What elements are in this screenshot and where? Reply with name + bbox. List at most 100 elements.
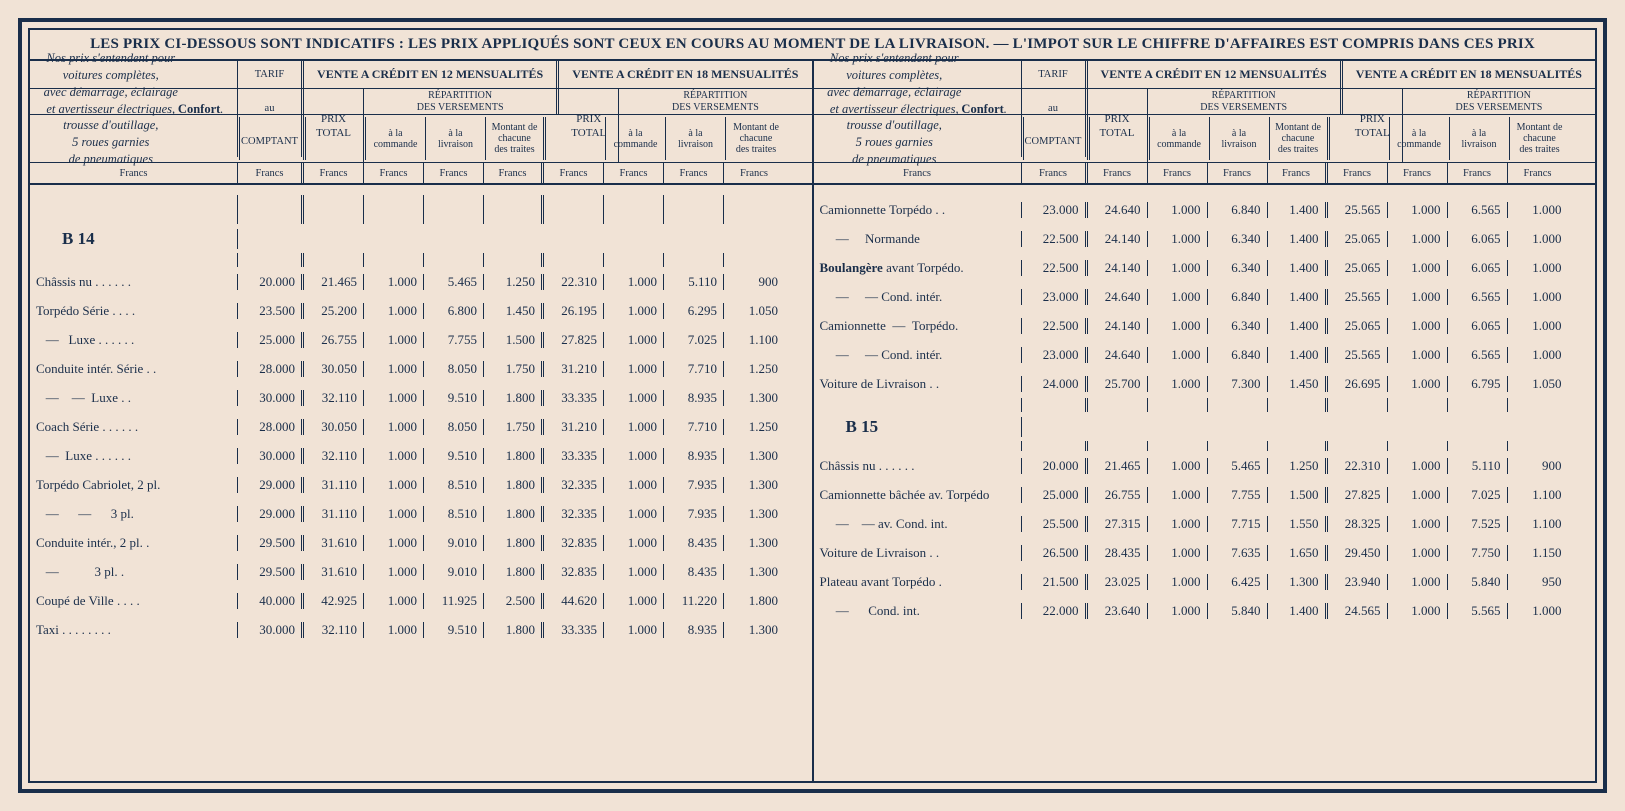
cell: 6.340 <box>1208 231 1268 247</box>
col-cmd-18: à lacommande <box>1390 117 1450 160</box>
cell: 7.935 <box>664 506 724 522</box>
cell: 21.465 <box>1088 458 1148 474</box>
cell: 1.000 <box>604 477 664 493</box>
cell: 1.000 <box>364 622 424 638</box>
table-row: Coach Série . . . . . .28.00030.0501.000… <box>30 412 812 441</box>
cell: 1.300 <box>724 506 784 522</box>
cell: 1.000 <box>1148 289 1208 305</box>
francs: Francs <box>1208 163 1268 183</box>
col-v12: VENTE A CRÉDIT EN 12 MENSUALITÉS <box>1088 61 1343 88</box>
cell: 8.050 <box>424 419 484 435</box>
cell: 1.000 <box>364 390 424 406</box>
cell: 22.310 <box>544 274 604 290</box>
cell: 8.935 <box>664 448 724 464</box>
cell: 31.610 <box>304 535 364 551</box>
panels: VENTE A CRÉDIT EN 12 MENSUALITÉS VENTE A… <box>30 61 1595 781</box>
empty-row <box>30 253 812 267</box>
row-label: — Cond. int. <box>814 603 1022 619</box>
cell: 6.840 <box>1208 347 1268 363</box>
cell: 1.000 <box>364 564 424 580</box>
cell: 1.000 <box>1388 516 1448 532</box>
cell: 33.335 <box>544 448 604 464</box>
cell: 1.000 <box>1148 202 1208 218</box>
cell: 22.310 <box>1328 458 1388 474</box>
row-label: Torpédo Cabriolet, 2 pl. <box>30 477 238 493</box>
row-label: — — Luxe . . <box>30 390 238 406</box>
cell: 44.620 <box>544 593 604 609</box>
cell: 1.800 <box>484 448 544 464</box>
empty-row <box>814 441 1596 451</box>
row-label: Camionnette — Torpédo. <box>814 318 1022 334</box>
cell-tarif: 22.500 <box>1022 260 1088 276</box>
cell: 1.000 <box>1508 231 1568 247</box>
cell: 1.000 <box>1148 231 1208 247</box>
cell: 24.640 <box>1088 289 1148 305</box>
cell: 25.065 <box>1328 318 1388 334</box>
cell: 25.565 <box>1328 202 1388 218</box>
cell: 7.025 <box>1448 487 1508 503</box>
cell: 31.110 <box>304 477 364 493</box>
col-liv-18: à lalivraison <box>666 117 726 160</box>
francs: Francs <box>424 163 484 183</box>
cell: 1.000 <box>1388 376 1448 392</box>
cell: 32.335 <box>544 506 604 522</box>
row-label: Voiture de Livraison . . <box>814 545 1022 561</box>
cell: 1.250 <box>1268 458 1328 474</box>
table-row: Torpédo Cabriolet, 2 pl.29.00031.1101.00… <box>30 470 812 499</box>
cell: 26.755 <box>304 332 364 348</box>
row-label: — Luxe . . . . . . <box>30 332 238 348</box>
cell: 900 <box>724 274 784 290</box>
cell: 1.000 <box>1388 574 1448 590</box>
cell: 5.465 <box>1208 458 1268 474</box>
cell: 24.140 <box>1088 231 1148 247</box>
row-label: Châssis nu . . . . . . <box>814 458 1022 474</box>
cell: 27.315 <box>1088 516 1148 532</box>
cell: 1.300 <box>724 448 784 464</box>
cell: 32.835 <box>544 535 604 551</box>
cell: 1.000 <box>604 622 664 638</box>
cell-tarif: 29.500 <box>238 564 304 580</box>
cell: 1.800 <box>484 622 544 638</box>
francs-desc: Francs <box>30 163 238 183</box>
table-row: — Luxe . . . . . .25.00026.7551.0007.755… <box>30 325 812 354</box>
cell: 1.000 <box>1148 260 1208 276</box>
col-mnt-18: Montant dechacunedes traites <box>726 117 786 160</box>
col-rep-18: RÉPARTITIONDES VERSEMENTS <box>1403 89 1595 114</box>
cell: 33.335 <box>544 390 604 406</box>
row-label: Boulangère avant Torpédo. <box>814 260 1022 276</box>
cell: 1.000 <box>364 419 424 435</box>
cell: 6.565 <box>1448 289 1508 305</box>
cell: 6.295 <box>664 303 724 319</box>
row-label: — — Cond. intér. <box>814 289 1022 305</box>
cell: 1.750 <box>484 419 544 435</box>
tbody-right: Camionnette Torpédo . .23.00024.6401.000… <box>814 185 1596 781</box>
cell: 5.840 <box>1448 574 1508 590</box>
cell: 1.500 <box>1268 487 1328 503</box>
cell: 24.640 <box>1088 347 1148 363</box>
cell: 1.300 <box>724 477 784 493</box>
francs: Francs <box>238 163 304 183</box>
group-heading-right: B 15 <box>814 412 1596 441</box>
cell: 1.000 <box>1388 545 1448 561</box>
cell: 1.400 <box>1268 603 1328 619</box>
row-label: — — av. Cond. int. <box>814 516 1022 532</box>
empty-row <box>814 398 1596 412</box>
col-rep-12: RÉPARTITIONDES VERSEMENTS <box>1148 89 1343 114</box>
col-v18: VENTE A CRÉDIT EN 18 MENSUALITÉS <box>1343 61 1595 88</box>
cell: 30.050 <box>304 361 364 377</box>
col-liv-12: à lalivraison <box>426 117 486 160</box>
francs: Francs <box>304 163 364 183</box>
cell: 31.110 <box>304 506 364 522</box>
cell: 24.140 <box>1088 260 1148 276</box>
row-label: Camionnette bâchée av. Torpédo <box>814 487 1022 503</box>
cell: 1.000 <box>1508 289 1568 305</box>
cell: 32.110 <box>304 622 364 638</box>
cell: 6.065 <box>1448 231 1508 247</box>
cell: 24.640 <box>1088 202 1148 218</box>
cell: 6.065 <box>1448 260 1508 276</box>
cell: 7.300 <box>1208 376 1268 392</box>
cell-tarif: 23.000 <box>1022 347 1088 363</box>
empty-row <box>30 195 812 224</box>
cell: 1.400 <box>1268 202 1328 218</box>
cell-tarif: 25.000 <box>238 332 304 348</box>
